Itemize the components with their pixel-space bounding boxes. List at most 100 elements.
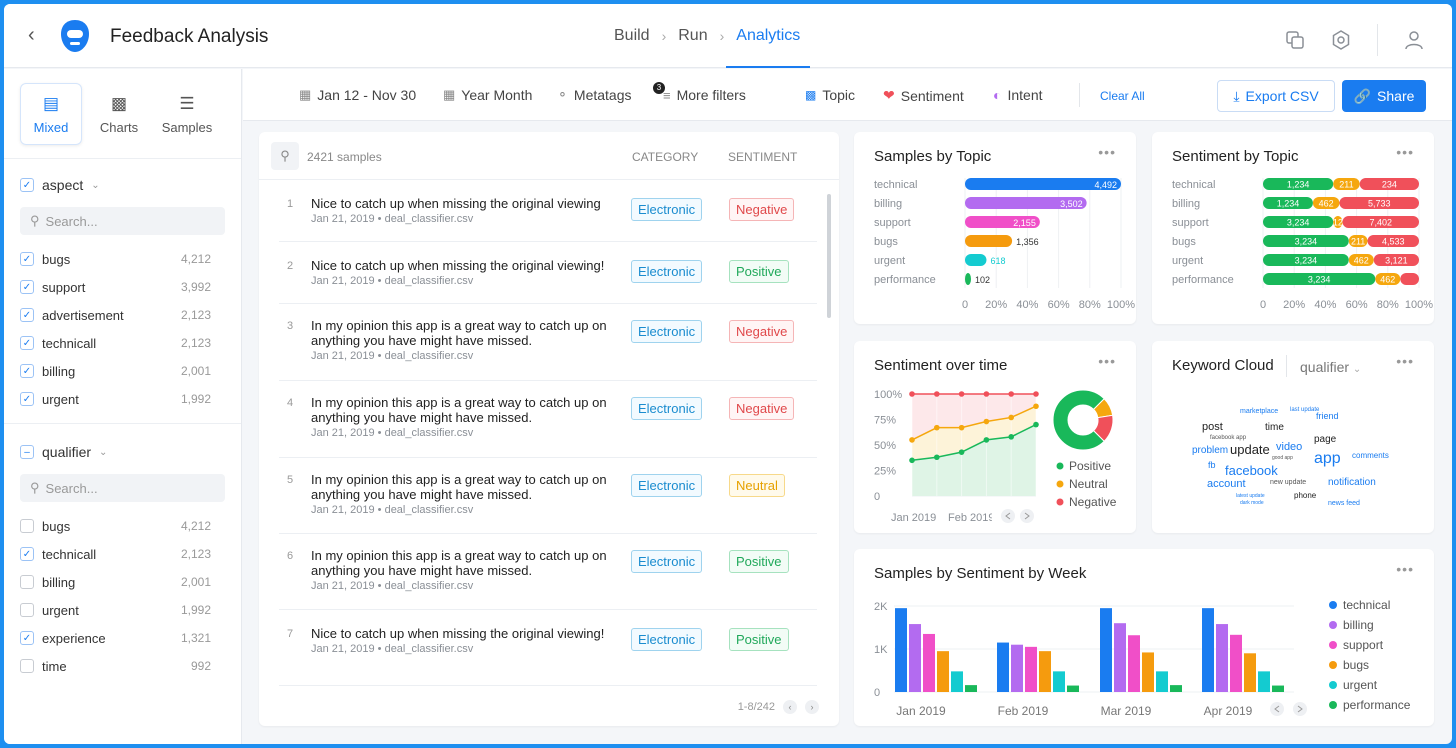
week-bar[interactable] <box>1039 651 1051 692</box>
week-bar[interactable] <box>1142 652 1154 692</box>
week-bar[interactable] <box>1128 635 1140 692</box>
sample-row[interactable]: 5 In my opinion this app is a great way t… <box>279 458 817 534</box>
topic-bar[interactable] <box>965 197 1087 209</box>
checkbox-checked[interactable]: ✓ <box>20 364 34 378</box>
topic-bar[interactable] <box>965 235 1013 247</box>
sentiment-tag[interactable]: Positive <box>729 260 789 283</box>
next-icon[interactable] <box>1020 509 1034 523</box>
topic-bar[interactable] <box>965 273 971 285</box>
week-bar[interactable] <box>1230 634 1242 692</box>
qualifier-search-input[interactable]: ⚲ Search... <box>20 474 225 502</box>
filter-option[interactable]: bugs 4,212 <box>20 512 225 540</box>
sentiment-segment[interactable] <box>1367 235 1419 247</box>
data-point[interactable] <box>983 418 990 425</box>
data-point[interactable] <box>983 391 990 397</box>
filter-option[interactable]: ✓ urgent 1,992 <box>20 385 225 413</box>
intent-toggle[interactable]: ◐ Intent <box>993 87 1043 103</box>
data-point[interactable] <box>1008 434 1014 440</box>
filter-option[interactable]: ✓ bugs 4,212 <box>20 245 225 273</box>
search-icon[interactable]: ⚲ <box>271 142 299 170</box>
next-icon[interactable] <box>1293 702 1307 716</box>
data-point[interactable] <box>909 437 915 443</box>
sentiment-tag[interactable]: Negative <box>729 320 795 343</box>
week-bar[interactable] <box>1025 646 1037 692</box>
filter-option[interactable]: ✓ technicall 2,123 <box>20 329 225 357</box>
date-range-filter[interactable]: ▦ Jan 12 - Nov 30 <box>299 87 416 103</box>
category-tag[interactable]: Electronic <box>631 550 703 573</box>
data-point[interactable] <box>1008 391 1014 397</box>
back-chevron-icon[interactable]: ‹ <box>28 24 35 46</box>
sentiment-tag[interactable]: Positive <box>729 628 789 651</box>
topic-bar[interactable] <box>965 178 1121 190</box>
scrollbar[interactable] <box>827 194 831 318</box>
week-bar[interactable] <box>1202 608 1214 692</box>
clear-all-link[interactable]: Clear All <box>1100 89 1145 103</box>
category-tag[interactable]: Electronic <box>631 198 703 221</box>
week-bar[interactable] <box>1170 685 1182 692</box>
sentiment-segment[interactable] <box>1333 216 1343 228</box>
checkbox-checked[interactable]: ✓ <box>20 631 34 645</box>
copy-icon[interactable] <box>1285 30 1305 50</box>
mode-mixed[interactable]: ▤ Mixed <box>20 83 82 145</box>
checkbox-indeterminate[interactable]: – <box>20 445 34 459</box>
topic-bar[interactable] <box>965 254 987 266</box>
more-options-icon[interactable]: ••• <box>1396 561 1414 577</box>
week-bar[interactable] <box>1053 671 1065 692</box>
week-bar[interactable] <box>997 642 1009 692</box>
sentiment-tag[interactable]: Negative <box>729 397 795 420</box>
keyword-cloud-selector[interactable]: qualifier ⌄ <box>1300 359 1361 375</box>
data-point[interactable] <box>909 391 915 397</box>
sentiment-segment[interactable] <box>1263 254 1349 266</box>
pie-slice[interactable] <box>1052 389 1105 451</box>
week-bar[interactable] <box>1244 653 1256 692</box>
share-button[interactable]: 🔗 Share <box>1342 80 1426 112</box>
checkbox-checked[interactable]: ✓ <box>20 280 34 294</box>
data-point[interactable] <box>1008 414 1014 421</box>
filter-option[interactable]: urgent 1,992 <box>20 596 225 624</box>
mode-charts[interactable]: ▩ Charts <box>88 83 150 145</box>
week-bar[interactable] <box>1067 685 1079 692</box>
sentiment-segment[interactable] <box>1263 178 1334 190</box>
sample-row[interactable]: 7 Nice to catch up when missing the origi… <box>279 610 817 686</box>
checkbox-checked[interactable]: ✓ <box>20 392 34 406</box>
sample-row[interactable]: 1 Nice to catch up when missing the origi… <box>279 180 817 242</box>
sample-row[interactable]: 2 Nice to catch up when missing the origi… <box>279 242 817 304</box>
prev-page-icon[interactable]: ‹ <box>783 700 797 714</box>
data-point[interactable] <box>909 457 915 464</box>
more-options-icon[interactable]: ••• <box>1098 353 1116 369</box>
week-bar[interactable] <box>965 685 977 692</box>
sentiment-segment[interactable] <box>1339 197 1419 209</box>
prev-icon[interactable] <box>1001 509 1015 523</box>
aspect-filter-header[interactable]: ✓ aspect ⌄ <box>20 167 225 203</box>
sentiment-segment[interactable] <box>1263 235 1349 247</box>
topic-toggle[interactable]: ▩ Topic <box>805 87 855 103</box>
mode-samples[interactable]: ☰ Samples <box>156 83 218 145</box>
checkbox-checked[interactable]: ✓ <box>20 336 34 350</box>
category-tag[interactable]: Electronic <box>631 397 703 420</box>
sentiment-segment[interactable] <box>1400 273 1419 285</box>
week-bar[interactable] <box>1272 685 1284 692</box>
topic-bar[interactable] <box>965 216 1040 228</box>
tab-run[interactable]: Run <box>678 27 708 44</box>
chevron-down-icon[interactable]: ⌄ <box>91 179 100 191</box>
sentiment-segment[interactable] <box>1348 254 1374 266</box>
qualifier-filter-header[interactable]: – qualifier ⌄ <box>20 434 225 470</box>
checkbox-checked[interactable]: ✓ <box>20 547 34 561</box>
filter-option[interactable]: ✓ advertisement 2,123 <box>20 301 225 329</box>
data-point[interactable] <box>934 391 940 397</box>
sample-row[interactable]: 4 In my opinion this app is a great way t… <box>279 381 817 458</box>
week-bar[interactable] <box>937 651 949 692</box>
sentiment-tag[interactable]: Negative <box>729 198 795 221</box>
sentiment-tag[interactable]: Neutral <box>729 474 785 497</box>
week-bar[interactable] <box>1216 624 1228 692</box>
sentiment-segment[interactable] <box>1342 216 1419 228</box>
week-bar[interactable] <box>1114 623 1126 692</box>
checkbox-checked[interactable]: ✓ <box>20 252 34 266</box>
category-tag[interactable]: Electronic <box>631 320 703 343</box>
category-tag[interactable]: Electronic <box>631 260 703 283</box>
sentiment-segment[interactable] <box>1375 273 1401 285</box>
week-bar[interactable] <box>923 633 935 692</box>
data-point[interactable] <box>934 454 940 461</box>
week-bar[interactable] <box>1156 671 1168 692</box>
data-point[interactable] <box>958 391 965 397</box>
